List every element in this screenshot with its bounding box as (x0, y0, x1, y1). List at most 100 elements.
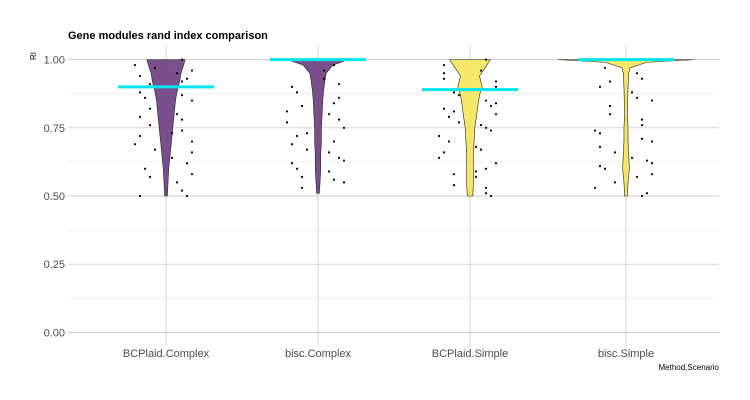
data-point (635, 96, 639, 99)
data-point (327, 151, 331, 154)
data-point (332, 63, 336, 67)
y-axis-ticks: 0.00 0.25 0.50 0.75 1.00 (44, 55, 65, 340)
data-point (442, 151, 446, 154)
data-point (290, 162, 294, 165)
data-point (484, 167, 488, 170)
data-point (474, 175, 478, 179)
y-tick-label: 0.75 (44, 123, 65, 135)
data-point (640, 194, 644, 198)
data-point (603, 66, 607, 69)
data-point (300, 186, 304, 189)
data-point (285, 110, 289, 113)
data-point (295, 167, 299, 170)
data-point (437, 156, 441, 159)
data-point (608, 80, 612, 83)
data-point (342, 126, 346, 129)
data-point (300, 175, 304, 179)
data-point (598, 145, 602, 149)
data-point (175, 181, 179, 184)
data-point (300, 104, 304, 108)
data-point (285, 121, 289, 124)
data-point (447, 115, 451, 119)
data-point (322, 77, 326, 80)
data-point (452, 173, 456, 176)
data-point (180, 58, 184, 61)
data-point (148, 123, 152, 127)
data-point (479, 148, 483, 151)
data-point (640, 123, 644, 127)
data-point (305, 132, 309, 135)
data-point (494, 80, 498, 83)
data-point (640, 137, 644, 140)
data-point (494, 113, 498, 116)
data-point (645, 192, 649, 195)
data-point (185, 77, 189, 80)
y-axis-title: RI (29, 52, 38, 60)
data-point (342, 181, 346, 184)
data-point (650, 140, 654, 143)
data-point (185, 162, 189, 165)
data-point (180, 93, 184, 97)
data-point (640, 118, 644, 121)
data-point (484, 99, 488, 102)
violin-shape (146, 59, 186, 197)
data-point (342, 159, 346, 162)
data-point (153, 66, 157, 69)
data-point (138, 115, 142, 119)
data-point (170, 132, 174, 135)
data-point (138, 194, 142, 198)
x-tick-label: bisc.Simple (598, 348, 654, 360)
data-point (452, 183, 456, 187)
data-point (180, 189, 184, 192)
data-point (290, 143, 294, 146)
data-point (332, 140, 336, 143)
data-point (613, 181, 617, 184)
data-point (133, 143, 137, 146)
x-tick-label: bisc.Complex (285, 348, 352, 360)
data-point (635, 72, 639, 75)
violin-shape (557, 59, 695, 197)
data-point (305, 148, 309, 151)
data-point (143, 167, 147, 170)
data-point (175, 72, 179, 75)
data-point (479, 123, 483, 127)
data-point (484, 126, 488, 129)
data-point (608, 104, 612, 108)
data-point (332, 178, 336, 181)
data-point (452, 91, 456, 94)
data-point (170, 156, 174, 159)
data-point (133, 63, 137, 67)
data-point (148, 83, 152, 86)
x-axis-title: Method.Scenario (659, 363, 720, 372)
data-point (474, 145, 478, 149)
data-point (180, 129, 184, 132)
data-point (494, 162, 498, 165)
x-tick-label: BCPlaid.Simple (432, 348, 508, 360)
data-point (290, 85, 294, 89)
data-point (494, 102, 498, 105)
data-point (322, 69, 326, 72)
data-point (327, 113, 331, 116)
data-point (489, 194, 493, 198)
data-point (295, 91, 299, 94)
data-point (489, 129, 493, 132)
data-point (437, 134, 441, 138)
data-point (148, 175, 152, 179)
data-point (630, 156, 634, 159)
data-point (327, 170, 331, 173)
data-point (645, 159, 649, 162)
data-point (190, 99, 194, 102)
data-point (640, 77, 644, 80)
data-point (479, 69, 483, 72)
data-point (190, 151, 194, 154)
data-point (484, 58, 488, 61)
y-tick-label: 0.00 (44, 327, 65, 339)
data-point (457, 121, 461, 124)
data-point (447, 140, 451, 143)
data-point (175, 113, 179, 116)
data-point (442, 107, 446, 110)
violin-shape (287, 59, 349, 194)
data-point (494, 85, 498, 89)
data-point (180, 118, 184, 121)
data-point (185, 194, 189, 198)
